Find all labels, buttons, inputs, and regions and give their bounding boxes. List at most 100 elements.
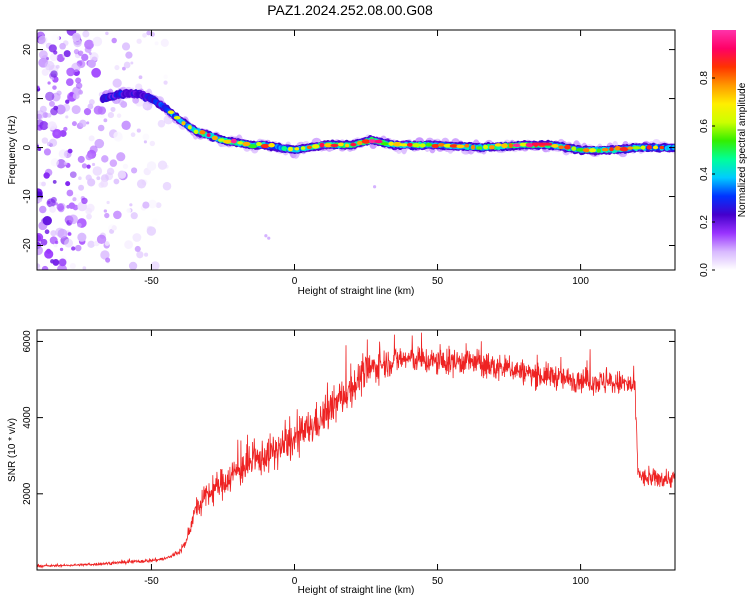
ridge-peak bbox=[294, 147, 300, 151]
noise-point bbox=[106, 167, 115, 176]
noise-point bbox=[88, 135, 95, 142]
noise-point bbox=[37, 234, 41, 242]
noise-point bbox=[103, 118, 108, 123]
ridge-peak bbox=[437, 143, 446, 147]
noise-point bbox=[45, 91, 55, 102]
noise-point bbox=[148, 199, 157, 209]
noise-point bbox=[138, 75, 143, 80]
noise-point bbox=[101, 155, 109, 163]
ridge-peak bbox=[237, 141, 244, 145]
noise-point bbox=[44, 229, 50, 235]
noise-point bbox=[136, 251, 144, 259]
noise-point bbox=[52, 85, 57, 90]
snr-x-label: Height of straight line (km) bbox=[298, 585, 415, 596]
noise-point bbox=[110, 106, 116, 112]
colorbar-tick-label: 0.0 bbox=[699, 263, 710, 277]
noise-point bbox=[81, 197, 88, 205]
ridge-peak bbox=[501, 143, 508, 149]
ridge-peak bbox=[300, 146, 306, 150]
noise-point bbox=[54, 131, 59, 136]
noise-point bbox=[88, 51, 92, 56]
noise-point bbox=[89, 145, 98, 154]
spectrogram-frame bbox=[36, 29, 676, 271]
noise-point bbox=[103, 209, 108, 213]
ridge-peak bbox=[230, 138, 237, 144]
colorbar-tick-label: 0.8 bbox=[699, 71, 710, 85]
noise-point bbox=[96, 234, 107, 245]
noise-point bbox=[55, 104, 66, 115]
ridge-peak bbox=[406, 142, 414, 147]
noise-point bbox=[85, 153, 93, 161]
noise-point bbox=[75, 244, 82, 252]
noise-point bbox=[122, 163, 129, 170]
noise-point bbox=[73, 49, 80, 55]
ridge-peak bbox=[614, 146, 622, 151]
ridge-peak bbox=[206, 133, 211, 137]
y-tick-label: 10 bbox=[22, 93, 33, 105]
noise-point bbox=[66, 67, 75, 77]
ridge-peak bbox=[187, 125, 192, 130]
noise-point bbox=[264, 234, 268, 238]
noise-point bbox=[91, 162, 96, 167]
ridge-peak bbox=[337, 142, 344, 147]
noise-point bbox=[41, 265, 49, 270]
noise-point bbox=[100, 250, 110, 260]
noise-point bbox=[63, 161, 68, 166]
noise-point bbox=[40, 238, 48, 246]
noise-point bbox=[104, 212, 110, 219]
noise-point bbox=[47, 81, 51, 85]
noise-point bbox=[107, 111, 115, 119]
noise-point bbox=[130, 132, 136, 138]
snr-y-axis: 2000 4000 6000 bbox=[22, 330, 675, 505]
noise-point bbox=[47, 200, 51, 205]
noise-point bbox=[89, 52, 99, 62]
noise-point bbox=[44, 60, 55, 71]
noise-point bbox=[68, 202, 76, 209]
ridge-peak bbox=[312, 144, 320, 149]
noise-point bbox=[53, 50, 58, 55]
ridge-peak bbox=[181, 121, 186, 126]
ridge-peak bbox=[464, 143, 470, 148]
noise-point bbox=[92, 36, 103, 47]
x-tick-label: 50 bbox=[432, 576, 444, 587]
ridge-peak bbox=[256, 141, 262, 147]
noise-point bbox=[121, 120, 131, 130]
ridge-peak bbox=[412, 143, 421, 148]
noise-point bbox=[51, 33, 60, 43]
noise-point bbox=[129, 203, 133, 207]
x-tick-label: 100 bbox=[572, 576, 589, 587]
noise-point bbox=[120, 100, 128, 108]
ridge-peak bbox=[470, 145, 476, 150]
noise-point bbox=[94, 138, 105, 149]
noise-point bbox=[65, 78, 74, 86]
noise-point bbox=[128, 261, 138, 270]
noise-point bbox=[65, 99, 70, 104]
noise-point bbox=[114, 64, 120, 71]
noise-point bbox=[42, 216, 52, 226]
noise-point bbox=[78, 176, 82, 180]
noise-point bbox=[72, 32, 81, 42]
noise-point bbox=[43, 172, 50, 179]
noise-point bbox=[49, 206, 56, 213]
noise-point bbox=[56, 203, 65, 211]
noise-point bbox=[117, 170, 127, 179]
noise-point bbox=[38, 50, 48, 60]
noise-point bbox=[71, 246, 76, 251]
colorbar-label: Normalized spectral amplitude bbox=[737, 82, 748, 217]
noise-point bbox=[87, 59, 96, 68]
noise-point bbox=[38, 35, 48, 45]
noise-point bbox=[72, 193, 81, 203]
ridge-peak bbox=[306, 145, 312, 150]
noise-point bbox=[113, 178, 120, 185]
noise-point bbox=[163, 74, 168, 80]
noise-point bbox=[54, 240, 59, 245]
ridge-peak bbox=[558, 145, 564, 149]
noise-point bbox=[37, 197, 43, 203]
ridge-peak bbox=[419, 143, 426, 148]
noise-point bbox=[106, 200, 110, 205]
ridge-peak bbox=[601, 147, 609, 152]
noise-point bbox=[143, 140, 147, 144]
ridge-peak bbox=[596, 148, 602, 153]
noise-point bbox=[50, 230, 57, 237]
noise-point bbox=[100, 179, 109, 188]
